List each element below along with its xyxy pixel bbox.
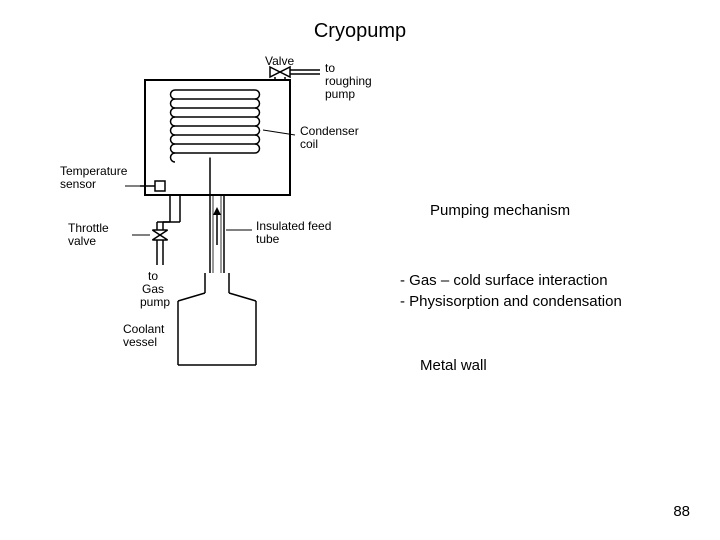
svg-text:valve: valve: [68, 234, 96, 248]
svg-text:sensor: sensor: [60, 177, 96, 191]
svg-text:Condenser: Condenser: [300, 124, 359, 138]
page-title: Cryopump: [0, 20, 720, 43]
cryopump-diagram: ValvetoroughingpumpTemperaturesensorCond…: [60, 55, 390, 395]
svg-text:pump: pump: [140, 295, 170, 309]
svg-text:roughing: roughing: [325, 74, 372, 88]
svg-text:Gas: Gas: [142, 282, 164, 296]
svg-text:pump: pump: [325, 87, 355, 101]
svg-text:Coolant: Coolant: [123, 322, 165, 336]
svg-text:Throttle: Throttle: [68, 221, 109, 235]
mechanism-line-2: - Physisorption and condensation: [400, 291, 622, 312]
svg-text:coil: coil: [300, 137, 318, 151]
svg-text:to: to: [148, 269, 158, 283]
svg-text:Insulated feed: Insulated feed: [256, 219, 331, 233]
svg-text:tube: tube: [256, 232, 280, 246]
pumping-mechanism-heading: Pumping mechanism: [430, 200, 570, 221]
svg-text:Valve: Valve: [265, 55, 294, 68]
svg-text:Temperature: Temperature: [60, 164, 128, 178]
metal-wall-label: Metal wall: [420, 355, 487, 376]
page-number: 88: [673, 503, 690, 520]
svg-text:to: to: [325, 61, 335, 75]
svg-text:vessel: vessel: [123, 335, 157, 349]
mechanism-description: - Gas – cold surface interaction - Physi…: [400, 270, 622, 312]
mechanism-line-1: - Gas – cold surface interaction: [400, 270, 622, 291]
